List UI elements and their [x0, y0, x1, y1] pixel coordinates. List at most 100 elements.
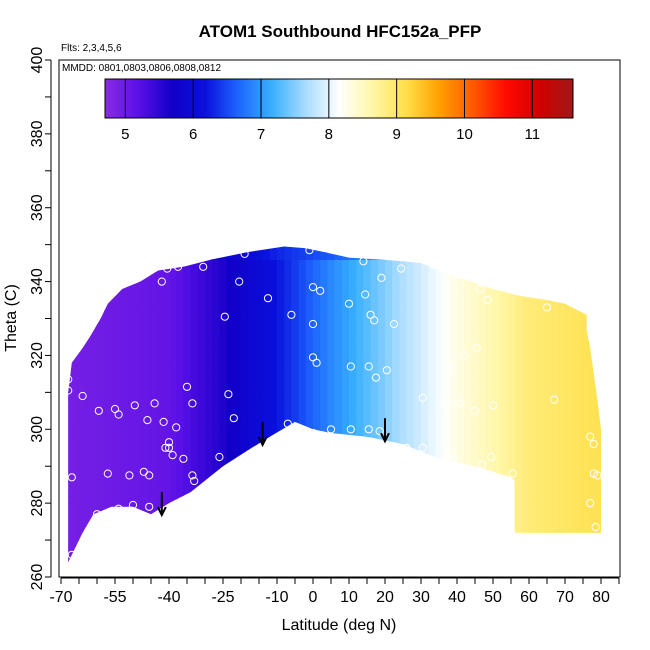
heatmap-cell	[320, 274, 328, 283]
heatmap-cell	[421, 547, 429, 556]
heatmap-cell	[392, 429, 400, 438]
heatmap-cell	[341, 355, 350, 364]
heatmap-cell	[565, 303, 573, 312]
heatmap-cell	[248, 348, 256, 357]
heatmap-cell	[514, 266, 523, 275]
heatmap-cell	[579, 303, 588, 312]
heatmap-cell	[140, 547, 148, 556]
heatmap-cell	[457, 503, 465, 512]
heatmap-cell	[133, 348, 141, 357]
heatmap-cell	[349, 444, 357, 453]
heatmap-cell	[219, 466, 228, 475]
heatmap-cell	[327, 473, 336, 482]
heatmap-cell	[457, 325, 465, 334]
heatmap-cell	[262, 473, 271, 482]
heatmap-cell	[68, 318, 69, 327]
heatmap-cell	[435, 303, 444, 312]
heatmap-cell	[313, 547, 321, 556]
heatmap-cell	[435, 340, 444, 349]
heatmap-cell	[284, 532, 292, 541]
heatmap-cell	[565, 318, 573, 327]
sample-point	[364, 362, 373, 371]
heatmap-cell	[377, 399, 386, 408]
heatmap-cell	[154, 384, 163, 393]
heatmap-cell	[478, 355, 487, 364]
colorbar-tick-label: 8	[325, 126, 333, 143]
heatmap-cell	[133, 554, 141, 563]
heatmap-cell	[522, 237, 530, 245]
heatmap-cell	[161, 384, 170, 393]
heatmap-cell	[392, 495, 400, 504]
heatmap-cell	[349, 525, 357, 534]
heatmap-cell	[97, 392, 105, 401]
heatmap-cell	[111, 259, 120, 268]
heatmap-cell	[241, 554, 249, 563]
heatmap-cell	[601, 407, 609, 415]
heatmap-cell	[529, 407, 537, 416]
heatmap-cell	[190, 540, 199, 549]
heatmap-cell	[241, 407, 249, 416]
heatmap-cell	[413, 392, 422, 401]
heatmap-cell	[212, 296, 220, 305]
heatmap-cell	[183, 259, 192, 268]
heatmap-cell	[305, 458, 314, 467]
heatmap-cell	[370, 325, 379, 334]
heatmap-cell	[269, 525, 278, 534]
sample-point	[173, 262, 183, 271]
heatmap-cell	[449, 362, 458, 371]
heatmap-cell	[133, 414, 141, 423]
heatmap-cell	[478, 311, 487, 320]
heatmap-cell	[507, 407, 516, 416]
heatmap-cell	[262, 281, 271, 290]
heatmap-cell	[291, 246, 300, 253]
heatmap-cell	[154, 311, 163, 320]
heatmap-cell	[226, 325, 235, 334]
heatmap-cell	[586, 488, 595, 497]
heatmap-cell	[493, 340, 501, 349]
heatmap-cell	[154, 266, 163, 275]
heatmap-cell	[176, 392, 184, 401]
heatmap-cell	[435, 562, 443, 570]
heatmap-cell	[565, 532, 573, 541]
heatmap-cell	[435, 436, 444, 445]
heatmap-cell	[334, 525, 343, 534]
heatmap-cell	[205, 532, 213, 541]
heatmap-cell	[190, 303, 199, 312]
heatmap-cell	[133, 451, 141, 460]
heatmap-cell	[399, 237, 407, 245]
heatmap-cell	[435, 281, 444, 290]
heatmap-cell	[75, 547, 84, 556]
heatmap-cell	[421, 525, 429, 534]
heatmap-cell	[392, 355, 400, 364]
heatmap-cell	[536, 517, 544, 526]
heatmap-cell	[133, 237, 141, 245]
heatmap-cell	[241, 525, 249, 534]
heatmap-cell	[241, 281, 249, 290]
heatmap-cell	[226, 274, 235, 283]
heatmap-cell	[593, 473, 601, 482]
heatmap-cell	[385, 540, 393, 549]
heatmap-cell	[399, 318, 408, 327]
heatmap-cell	[550, 407, 559, 416]
heatmap-cell	[111, 246, 120, 253]
heatmap-cell	[579, 288, 588, 297]
heatmap-cell	[205, 333, 213, 342]
heatmap-cell	[356, 525, 364, 534]
heatmap-cell	[233, 525, 242, 534]
heatmap-cell	[514, 281, 523, 290]
heatmap-cell	[421, 458, 429, 467]
heatmap-cell	[305, 495, 314, 504]
heatmap-cell	[356, 510, 364, 519]
heatmap-cell	[363, 384, 372, 393]
heatmap-cell	[370, 281, 379, 290]
heatmap-cell	[147, 451, 156, 460]
heatmap-cell	[176, 488, 184, 497]
heatmap-cell	[349, 246, 357, 253]
heatmap-cell	[226, 399, 235, 408]
heatmap-cell	[341, 517, 350, 526]
heatmap-cell	[464, 274, 472, 283]
heatmap-cell	[341, 362, 350, 371]
heatmap-cell	[269, 246, 278, 253]
heatmap-cell	[572, 540, 580, 549]
heatmap-cell	[169, 266, 177, 275]
